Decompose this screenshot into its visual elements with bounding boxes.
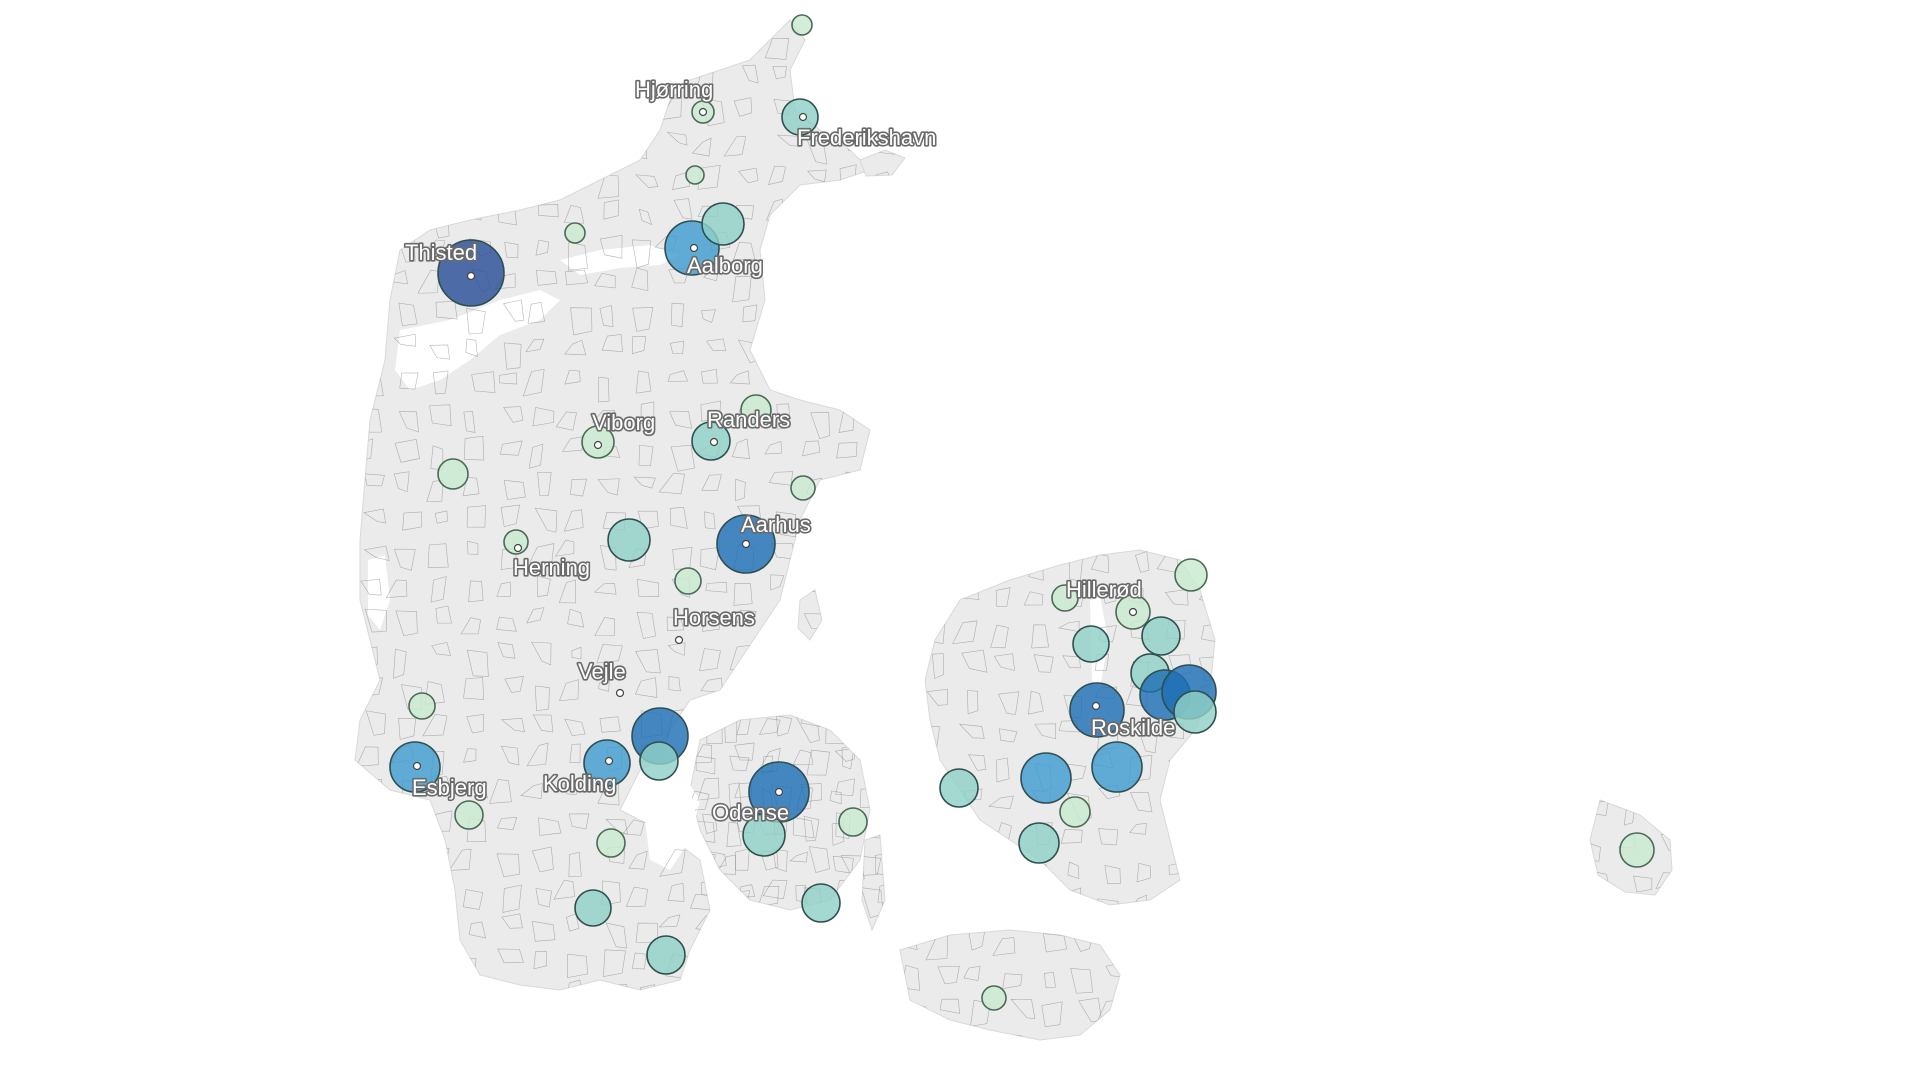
bubble-helsingor[interactable] — [1174, 558, 1208, 592]
bubble-vejen[interactable] — [454, 800, 484, 830]
city-dot-herning — [513, 543, 523, 553]
bubble-mariagerfjord[interactable] — [740, 394, 772, 426]
city-dot-odense — [774, 787, 784, 797]
city-dot-aarhus — [741, 539, 751, 549]
limfjord-water — [395, 290, 560, 390]
city-dot-viborg — [593, 440, 603, 450]
city-dot-esbjerg — [412, 761, 422, 771]
bubble-norddjurs[interactable] — [790, 475, 816, 501]
bubble-north-jutland-small[interactable] — [685, 165, 705, 185]
little-belt-water — [640, 770, 700, 870]
city-dot-roskilde — [1091, 701, 1101, 711]
city-dot-hillerod — [1128, 607, 1138, 617]
city-dot-kolding — [604, 756, 614, 766]
city-markers — [412, 107, 1138, 797]
label-roskilde: Roskilde — [1091, 715, 1175, 740]
langeland-island — [861, 834, 886, 932]
bubble-skive[interactable] — [437, 458, 469, 490]
bubble-svendborg[interactable] — [801, 883, 841, 923]
bubble-halsnaes[interactable] — [1051, 584, 1079, 612]
bubble-egedal[interactable] — [1072, 625, 1110, 663]
city-dot-horsens — [674, 635, 684, 645]
bubble-vordingborg[interactable] — [981, 985, 1007, 1011]
label-esbjerg: Esbjerg — [412, 775, 487, 800]
label-thisted: Thisted — [405, 240, 477, 265]
ringkobing-fjord-water — [368, 555, 390, 630]
bubble-sorø[interactable] — [1018, 822, 1060, 864]
city-dot-randers — [709, 437, 719, 447]
city-labels: Hjørring Frederikshavn Thisted Aalborg V… — [403, 75, 1177, 826]
bubble-ringsted[interactable] — [1059, 796, 1091, 828]
label-hjorring: Hjørring — [635, 77, 713, 102]
bubble-rudersdal[interactable] — [1141, 616, 1181, 656]
city-dot-thisted — [466, 271, 476, 281]
label-hillerod: Hillerød — [1066, 577, 1142, 602]
city-dot-aalborg — [689, 243, 699, 253]
city-dot-vejle — [615, 688, 625, 698]
label-viborg: Viborg — [592, 410, 655, 435]
bubble-aabenraa[interactable] — [574, 889, 612, 927]
bubble-haderslev[interactable] — [596, 828, 626, 858]
land-layer — [354, 19, 1673, 1041]
bubble-nyborg[interactable] — [838, 807, 868, 837]
label-horsens: Horsens — [673, 605, 755, 630]
bubble-jammerbugt[interactable] — [564, 222, 586, 244]
water-layer — [368, 245, 1108, 870]
bubble-varde[interactable] — [408, 692, 436, 720]
bubble-middelfart[interactable] — [639, 741, 679, 781]
bubble-skagen[interactable] — [791, 14, 813, 36]
label-aarhus: Aarhus — [741, 512, 811, 537]
label-frederikshavn: Frederikshavn — [797, 125, 936, 150]
bubble-aalborg-east[interactable] — [701, 202, 745, 246]
label-odense: Odense — [712, 800, 789, 825]
label-randers: Randers — [707, 407, 790, 432]
bubble-roskilde[interactable] — [1069, 682, 1125, 738]
city-dot-hjorring — [698, 107, 708, 117]
label-vejle: Vejle — [578, 659, 626, 684]
laeso-island — [859, 149, 906, 177]
bubble-amager[interactable] — [1173, 690, 1217, 734]
bubble-kalundborg[interactable] — [939, 768, 979, 808]
bubble-faaborg[interactable] — [742, 813, 786, 857]
limfjord-east-water — [560, 245, 680, 275]
label-kolding: Kolding — [543, 771, 616, 796]
label-aalborg: Aalborg — [687, 253, 763, 278]
city-dot-frederikshavn — [798, 112, 808, 122]
bubble-skanderborg[interactable] — [674, 567, 702, 595]
label-herning: Herning — [513, 555, 590, 580]
lolland-falster-landmass — [899, 929, 1121, 1041]
bubble-holbaek[interactable] — [1020, 752, 1072, 804]
bubble-silkeborg[interactable] — [607, 518, 651, 562]
bubble-koge[interactable] — [1091, 741, 1143, 793]
samso-island — [797, 589, 823, 641]
bubble-sonderborg[interactable] — [646, 935, 686, 975]
bubble-bornholm[interactable] — [1619, 832, 1655, 868]
